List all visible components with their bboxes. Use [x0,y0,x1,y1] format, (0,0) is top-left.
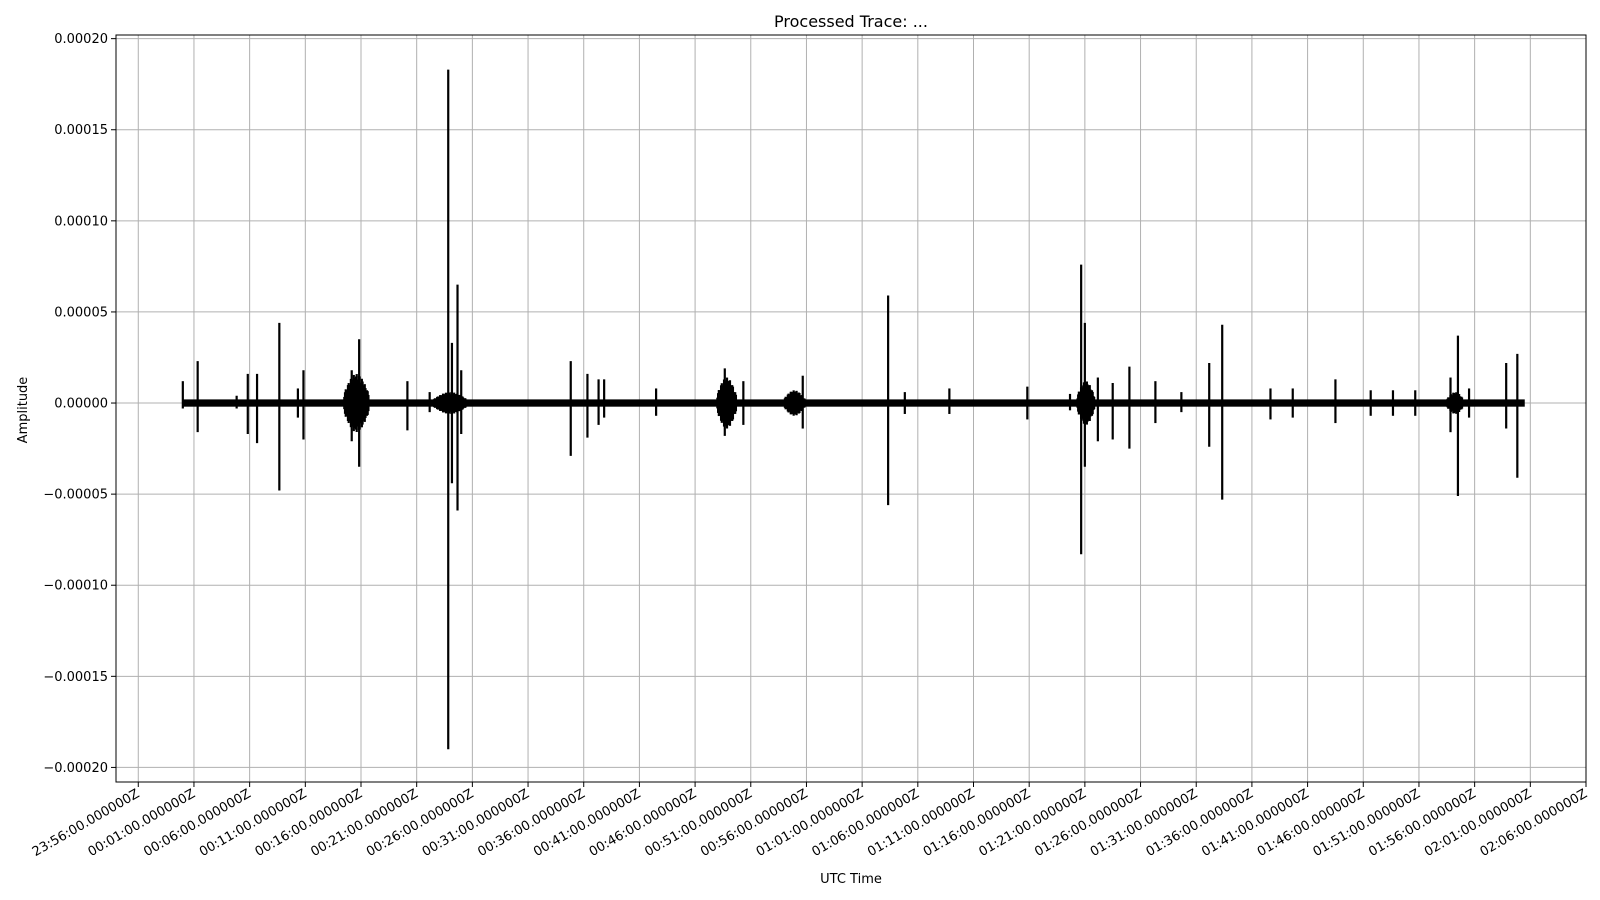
y-tick-label: −0.00005 [43,488,108,503]
chart-title: Processed Trace: ... [774,12,928,31]
axis-ticks: 0.00020 0.00015 0.00010 0.00005 0.00000 −0.00… [30,32,1590,860]
y-axis-label: Amplitude [16,377,31,444]
y-tick-label: 0.00020 [54,32,108,47]
x-axis-label: UTC Time [820,872,882,887]
trace-noise-band [182,399,1525,407]
y-tick-label: 0.00005 [54,305,108,320]
y-tick-label: 0.00015 [54,123,108,138]
y-tick-label: −0.00015 [43,670,108,685]
y-tick-label: 0.00000 [54,397,108,412]
y-tick-label: −0.00010 [43,579,108,594]
trace-series [181,69,1525,750]
x-tick-label: 02:06:00.000000Z [1478,786,1590,860]
grid [116,35,1587,782]
plot-frame [115,34,1587,783]
y-tick-label: 0.00010 [54,214,108,229]
y-tick-label: −0.00020 [43,761,108,776]
